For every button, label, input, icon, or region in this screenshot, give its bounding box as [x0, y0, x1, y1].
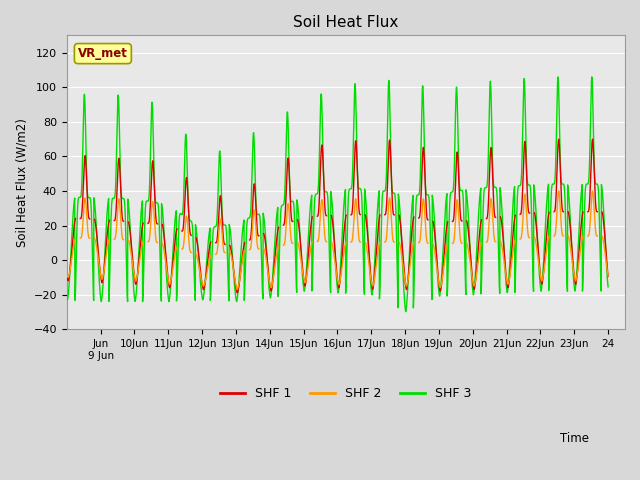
- Y-axis label: Soil Heat Flux (W/m2): Soil Heat Flux (W/m2): [15, 118, 28, 247]
- Title: Soil Heat Flux: Soil Heat Flux: [293, 15, 399, 30]
- Text: VR_met: VR_met: [78, 47, 128, 60]
- Legend: SHF 1, SHF 2, SHF 3: SHF 1, SHF 2, SHF 3: [215, 383, 477, 406]
- Text: Time: Time: [560, 432, 589, 444]
